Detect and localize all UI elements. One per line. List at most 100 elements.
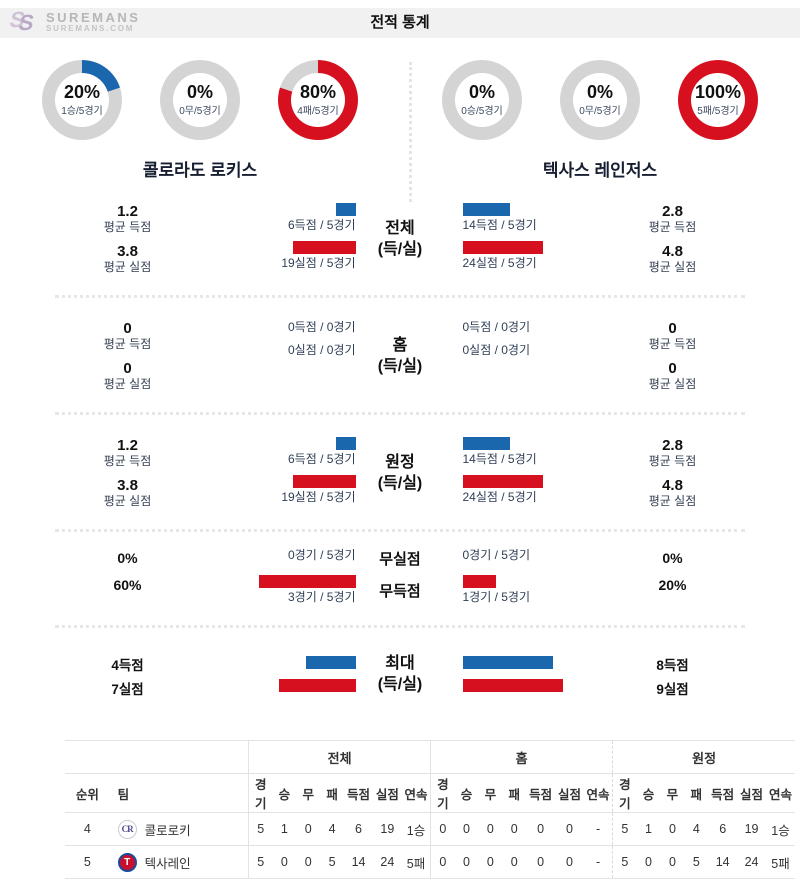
avg-label: 평균 득점 xyxy=(103,220,152,234)
scored-bar-label: 6득점 / 5경기 xyxy=(287,452,356,466)
left-team-donuts: 20% 1승/5경기 0% 0무/5경기 80% 4패/5경기 xyxy=(0,60,400,140)
donut-pct: 80% xyxy=(299,82,337,102)
avg-label: 평균 득점 xyxy=(648,220,697,234)
donut-pct: 0% xyxy=(186,82,213,102)
scoreless-bar-left xyxy=(258,575,356,588)
conceded-bar-left xyxy=(292,241,356,254)
max-scored-bar-left xyxy=(305,656,356,669)
avg-value: 1.2 xyxy=(117,437,138,454)
dotted-divider xyxy=(55,295,745,298)
clean-bar-label: 0경기 / 5경기 xyxy=(462,548,531,562)
page-title: 전적 통계 xyxy=(370,14,430,31)
right-team-donuts: 0% 0승/5경기 0% 0무/5경기 100% 5패/5경기 xyxy=(400,60,800,140)
logo-title: SUREMANS xyxy=(46,9,141,25)
vertical-dotted-divider xyxy=(409,62,412,202)
avg-label: 평균 실점 xyxy=(648,494,697,508)
donut-label: 4패/5경기 xyxy=(297,106,339,117)
avg-value: 3.8 xyxy=(117,243,138,260)
pct-left: 0% xyxy=(117,550,138,566)
group-header-home: 홈 xyxy=(430,740,613,774)
avg-label: 평균 실점 xyxy=(103,494,152,508)
scored-bar-label: 14득점 / 5경기 xyxy=(462,452,537,466)
clean-bar-label: 0경기 / 5경기 xyxy=(287,548,356,562)
dotted-divider xyxy=(55,625,745,628)
rangers-logo-icon: T xyxy=(117,852,137,872)
conceded-bar-right xyxy=(462,241,543,254)
section-overall: 1.2 평균 득점 3.8 평균 실점 6득점 / 5경기 19실점 / 5경기… xyxy=(55,203,745,275)
avg-label: 평균 실점 xyxy=(648,260,697,274)
section-shutouts: 0% 0경기 / 5경기 무실점 0경기 / 5경기 0% 60% 3경기 / … xyxy=(55,548,745,605)
avg-label: 평균 실점 xyxy=(103,377,152,391)
avg-label: 평균 득점 xyxy=(103,337,152,351)
dotted-divider xyxy=(55,529,745,532)
conceded-bar-label: 24실점 / 5경기 xyxy=(462,256,537,270)
pct-left: 60% xyxy=(113,577,142,593)
row-title: 무실점 xyxy=(379,551,421,568)
scoreless-row: 60% 3경기 / 5경기 무득점 1경기 / 5경기 20% xyxy=(55,575,745,605)
max-scored-bar-right xyxy=(462,656,553,669)
donut-win-right: 0% 0승/5경기 xyxy=(442,60,522,140)
avg-value: 0 xyxy=(123,320,132,337)
section-title: 원정 xyxy=(385,454,415,471)
max-conceded-bar-left xyxy=(278,679,356,692)
scored-bar-left xyxy=(335,437,356,450)
donut-label: 1승/5경기 xyxy=(61,106,103,117)
rank: 4 xyxy=(65,812,110,846)
section-subtitle: (득/실) xyxy=(377,241,423,258)
rockies-logo-icon: CR xyxy=(117,819,137,839)
donut-label: 0승/5경기 xyxy=(461,106,503,117)
avg-label: 평균 득점 xyxy=(648,337,697,351)
group-header-overall: 전체 xyxy=(248,740,431,774)
donut-loss-left: 80% 4패/5경기 xyxy=(278,60,358,140)
team-name-right: 텍사스 레인저스 xyxy=(542,161,658,180)
section-subtitle: (득/실) xyxy=(377,676,423,693)
section-subtitle: (득/실) xyxy=(377,475,423,492)
row-title: 무득점 xyxy=(379,582,421,600)
team-name-left: 콜로라도 로키스 xyxy=(142,161,258,180)
avg-value: 1.2 xyxy=(117,203,138,220)
clean-sheet-row: 0% 0경기 / 5경기 무실점 0경기 / 5경기 0% xyxy=(55,548,745,569)
pct-right: 0% xyxy=(662,550,683,566)
section-max: 4득점 7실점 최대 (득/실) 8득점 9실점 xyxy=(55,650,745,698)
section-title: 홈 xyxy=(392,337,408,354)
stat-sections: 1.2 평균 득점 3.8 평균 실점 6득점 / 5경기 19실점 / 5경기… xyxy=(55,203,745,698)
scoreless-bar-label: 1경기 / 5경기 xyxy=(462,590,531,604)
avg-value: 3.8 xyxy=(117,477,138,494)
avg-value: 4.8 xyxy=(662,477,683,494)
scored-bar-right xyxy=(462,437,510,450)
max-scored-left: 4득점 xyxy=(111,658,144,673)
conceded-bar-label: 19실점 / 5경기 xyxy=(281,256,356,270)
avg-label: 평균 득점 xyxy=(648,454,697,468)
team-name: 텍사레인 xyxy=(144,856,191,871)
col-team: 팀 xyxy=(109,773,249,813)
scoreless-bar-label: 3경기 / 5경기 xyxy=(287,590,356,604)
avg-label: 평균 실점 xyxy=(103,260,152,274)
team-name: 콜로로키 xyxy=(144,823,191,838)
section-subtitle: (득/실) xyxy=(377,358,423,375)
pct-right: 20% xyxy=(658,577,687,593)
conceded-bar-right xyxy=(462,475,543,488)
avg-value: 2.8 xyxy=(662,437,683,454)
col-rank: 순위 xyxy=(65,773,110,813)
avg-value: 0 xyxy=(668,320,677,337)
avg-value: 0 xyxy=(668,360,677,377)
rank: 5 xyxy=(65,845,110,879)
donut-pct: 0% xyxy=(468,82,495,102)
donut-pct: 0% xyxy=(586,82,613,102)
scored-bar-label: 14득점 / 5경기 xyxy=(462,218,537,232)
record-donuts: 20% 1승/5경기 0% 0무/5경기 80% 4패/5경기 0% 0승/5경… xyxy=(0,60,800,202)
scored-bar-label: 0득점 / 0경기 xyxy=(287,320,356,334)
conceded-bar-left xyxy=(292,475,356,488)
avg-value: 4.8 xyxy=(662,243,683,260)
donut-label: 5패/5경기 xyxy=(697,106,739,117)
avg-label: 평균 득점 xyxy=(103,454,152,468)
donut-label: 0무/5경기 xyxy=(179,106,221,117)
max-conceded-bar-right xyxy=(462,679,563,692)
donut-draw-left: 0% 0무/5경기 xyxy=(160,60,240,140)
donut-pct: 20% xyxy=(63,82,101,102)
section-away: 1.2 평균 득점 3.8 평균 실점 6득점 / 5경기 19실점 / 5경기… xyxy=(55,437,745,509)
donut-loss-right: 100% 5패/5경기 xyxy=(678,60,758,140)
